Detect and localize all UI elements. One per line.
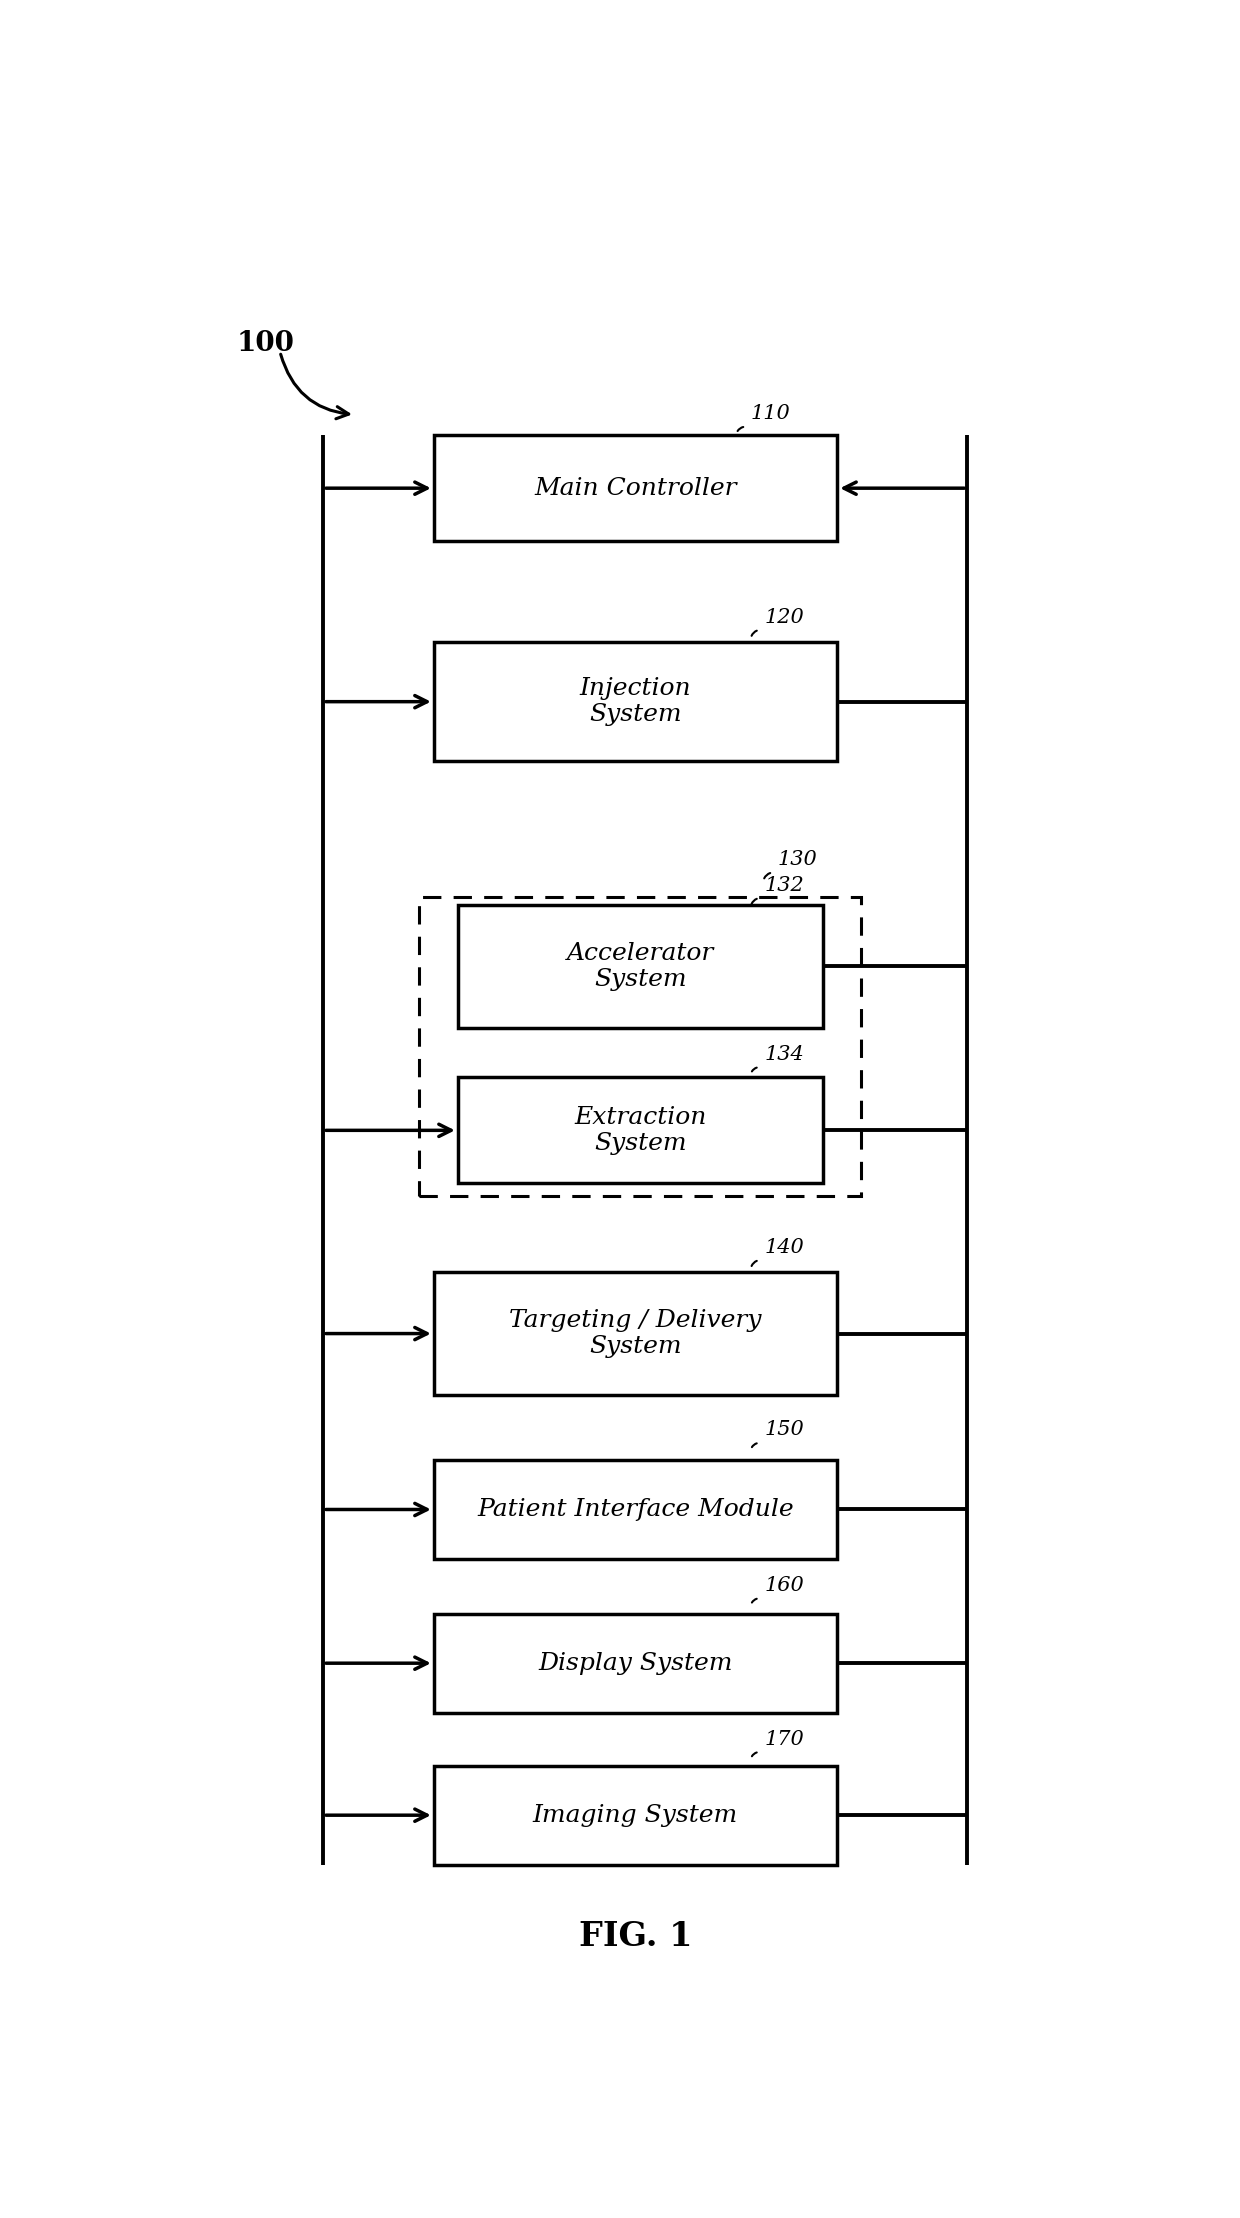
Text: Accelerator
System: Accelerator System [567, 943, 714, 991]
Text: 140: 140 [764, 1238, 804, 1258]
Text: Imaging System: Imaging System [533, 1803, 738, 1828]
Text: 170: 170 [764, 1730, 804, 1748]
Text: FIG. 1: FIG. 1 [579, 1921, 692, 1952]
Text: Targeting / Delivery
System: Targeting / Delivery System [510, 1309, 761, 1357]
Text: Extraction
System: Extraction System [574, 1105, 707, 1156]
Bar [434, 1459, 837, 1559]
Text: Display System: Display System [538, 1652, 733, 1675]
Text: Injection
System: Injection System [579, 676, 692, 728]
Bar [434, 1273, 837, 1395]
Bar [458, 1078, 823, 1182]
Text: 160: 160 [764, 1575, 804, 1595]
Bar [419, 898, 862, 1196]
Text: 100: 100 [237, 330, 295, 357]
Text: 110: 110 [751, 404, 791, 424]
Text: 120: 120 [764, 608, 804, 625]
Text: Main Controller: Main Controller [534, 477, 737, 499]
Bar [434, 1615, 837, 1712]
Bar [434, 1766, 837, 1865]
Text: 130: 130 [777, 849, 817, 869]
Bar [434, 435, 837, 541]
Text: 150: 150 [764, 1420, 804, 1439]
Text: 132: 132 [764, 876, 804, 894]
Bar [434, 641, 837, 761]
Bar [458, 905, 823, 1027]
Text: 134: 134 [764, 1045, 804, 1065]
Text: Patient Interface Module: Patient Interface Module [477, 1497, 794, 1522]
